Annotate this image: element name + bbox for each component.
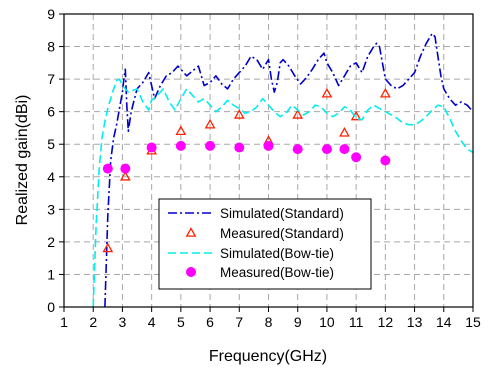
data-point (234, 142, 245, 153)
x-tick-label: 8 (265, 314, 273, 330)
series-1 (104, 32, 474, 308)
x-tick-label: 3 (119, 314, 127, 330)
data-point (379, 87, 391, 98)
x-tick-label: 10 (319, 314, 335, 330)
y-tick-label: 4 (47, 169, 55, 185)
x-tick-label: 1 (60, 314, 68, 330)
data-point (292, 109, 304, 119)
data-point (351, 152, 362, 163)
data-point (204, 118, 216, 129)
data-point (205, 140, 216, 151)
data-point (119, 170, 131, 181)
x-tick-label: 12 (378, 314, 394, 330)
data-point (339, 126, 350, 137)
x-axis-title: Frequency(GHz) (209, 348, 327, 365)
x-tick-label: 9 (294, 314, 302, 330)
series-line (92, 78, 474, 308)
legend: Simulated(Standard) Measured(Standard) Sim… (158, 198, 372, 290)
data-point (339, 144, 350, 155)
series-3 (92, 78, 474, 308)
y-tick-label: 7 (47, 71, 55, 87)
legend-swatch (186, 267, 196, 277)
y-tick-label: 6 (47, 104, 55, 120)
legend-label: Simulated(Bow-tie) (220, 246, 334, 261)
x-tick-label: 2 (89, 314, 97, 330)
x-tick-label: 13 (407, 314, 423, 330)
y-tick-label: 8 (47, 39, 55, 55)
data-point (175, 140, 186, 151)
data-point (321, 87, 333, 98)
x-tick-label: 7 (235, 314, 243, 330)
data-point (102, 242, 114, 253)
y-axis-title: Realized gain(dBi) (14, 95, 31, 226)
data-point (263, 140, 274, 151)
legend-swatch (185, 227, 197, 237)
data-point (380, 155, 391, 166)
y-tick-label: 9 (47, 6, 55, 22)
x-tick-label: 5 (177, 314, 185, 330)
data-point (292, 144, 303, 155)
data-point (321, 144, 332, 155)
data-point (175, 125, 187, 136)
data-point (102, 163, 113, 174)
y-tick-label: 2 (47, 234, 55, 250)
x-tick-label: 11 (349, 314, 364, 330)
y-tick-label: 5 (47, 136, 55, 152)
x-tick-label: 15 (465, 314, 481, 330)
series-layer (92, 32, 474, 308)
x-tick-label: 6 (206, 314, 214, 330)
data-point (120, 163, 131, 174)
x-tick-label: 4 (148, 314, 156, 330)
legend-label: Simulated(Standard) (220, 206, 344, 221)
y-tick-label: 0 (47, 299, 55, 315)
y-tick-label: 3 (47, 201, 55, 217)
x-tick-label: 14 (436, 314, 452, 330)
series-line (104, 32, 474, 308)
data-point (146, 142, 157, 153)
y-tick-label: 1 (47, 266, 55, 282)
legend-label: Measured(Standard) (220, 226, 344, 241)
data-point (233, 109, 245, 119)
legend-label: Measured(Bow-tie) (220, 265, 334, 280)
series-4 (102, 140, 391, 174)
